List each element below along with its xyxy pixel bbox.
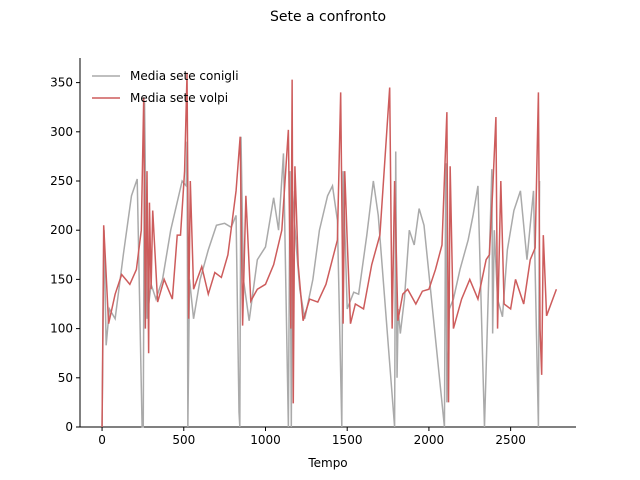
legend-label: Media sete conigli: [130, 69, 239, 83]
series-line: [101, 102, 541, 428]
y-tick-label: 300: [50, 125, 73, 139]
y-tick-label: 100: [50, 322, 73, 336]
x-tick-label: 1000: [250, 433, 281, 447]
y-tick-label: 250: [50, 174, 73, 188]
y-tick-label: 150: [50, 272, 73, 286]
y-tick-label: 0: [65, 420, 73, 434]
y-tick-label: 50: [58, 371, 73, 385]
x-tick-label: 0: [98, 433, 106, 447]
x-tick-label: 2500: [495, 433, 526, 447]
series-line: [101, 72, 558, 428]
y-tick-label: 200: [50, 223, 73, 237]
legend-label: Media sete volpi: [130, 91, 228, 105]
y-tick-label: 350: [50, 76, 73, 90]
x-tick-label: 500: [172, 433, 195, 447]
x-tick-label: 2000: [414, 433, 445, 447]
chart-title: Sete a confronto: [270, 9, 386, 25]
x-axis-label: Tempo: [307, 456, 347, 470]
x-tick-label: 1500: [332, 433, 363, 447]
